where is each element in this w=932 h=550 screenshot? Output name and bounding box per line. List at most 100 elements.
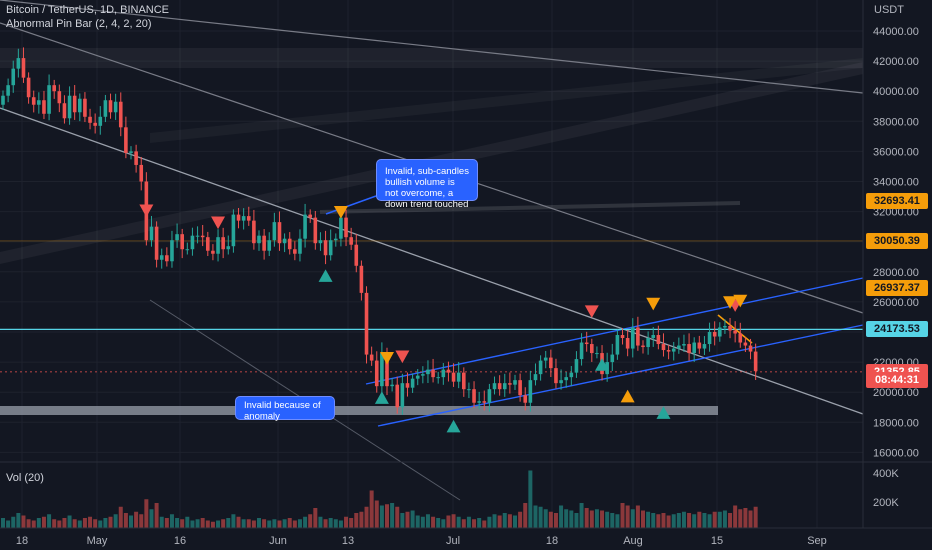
volume-bar — [615, 514, 620, 528]
volume-bar — [687, 513, 692, 528]
annotation-invalid-anomaly[interactable]: Invalid because of anomaly — [235, 396, 335, 422]
volume-bar — [82, 518, 87, 528]
candle-body — [446, 369, 451, 373]
candle-body — [236, 214, 241, 221]
volume-bar — [93, 519, 98, 528]
trendline-upper — [0, 0, 864, 94]
candle-body — [369, 354, 374, 361]
candle-body — [57, 91, 62, 104]
volume-bar — [328, 518, 333, 528]
volume-bar — [308, 514, 313, 528]
volume-bar — [154, 503, 159, 528]
candle-body — [134, 151, 138, 165]
candle-body — [78, 98, 82, 113]
candle-body — [98, 116, 103, 126]
volume-bar — [635, 505, 640, 528]
candle-body — [615, 335, 620, 355]
y-tick-label: 34000.00 — [873, 177, 919, 189]
annotation-invalid-subcandles[interactable]: Invalid, sub-candles bullish volume is n… — [376, 159, 478, 210]
candle-body — [344, 217, 348, 238]
grid — [0, 0, 863, 528]
candle-body — [195, 235, 200, 237]
volume-bar — [185, 516, 190, 528]
volume-bar — [282, 519, 287, 528]
candle-body — [287, 238, 292, 250]
volume-bar — [31, 520, 36, 528]
volume-bar — [221, 519, 226, 528]
volume-bar — [712, 511, 717, 528]
x-tick-label: May — [87, 535, 108, 547]
candle-body — [206, 237, 210, 251]
volume-bar — [559, 505, 564, 528]
volume-bar — [579, 503, 584, 528]
volume-bar — [354, 513, 359, 528]
marker-bullish — [374, 391, 389, 404]
volume-bar — [364, 506, 369, 528]
volume-bar — [722, 510, 727, 528]
volume-bar — [129, 515, 133, 528]
candle-body — [687, 344, 691, 354]
volume-bar — [600, 510, 605, 528]
candle-body — [339, 217, 343, 239]
volume-bar — [62, 518, 67, 528]
volume-bar — [436, 518, 441, 528]
volume-bar — [451, 514, 456, 528]
volume-bar — [656, 514, 661, 528]
volume-bar — [103, 518, 108, 528]
candle-body — [538, 360, 543, 375]
volume-bar — [323, 519, 328, 528]
marker-bullish — [595, 358, 610, 371]
candle-body — [211, 250, 215, 254]
volume-bar — [748, 510, 753, 528]
y-tick-label: 32000.00 — [873, 207, 919, 219]
symbol-title: Bitcoin / TetherUS, 1D, BINANCE — [6, 4, 170, 16]
price-axis-label: 26937.37 — [866, 279, 928, 296]
volume-bar — [246, 519, 251, 528]
candle-body — [390, 384, 394, 387]
candle-body — [159, 255, 164, 260]
marker-orange — [646, 297, 661, 311]
volume-bar — [492, 514, 497, 528]
candle-body — [165, 255, 169, 262]
volume-bars — [1, 470, 758, 528]
candle-body — [472, 389, 476, 403]
volume-bar — [528, 470, 533, 528]
volume-bar — [395, 506, 400, 528]
candle-body — [738, 333, 743, 343]
y-tick-label: 36000.00 — [873, 146, 919, 158]
volume-bar — [139, 514, 144, 528]
marker-orange — [723, 296, 738, 309]
channel-bottom — [377, 324, 864, 427]
candle-body — [175, 234, 179, 241]
candle-body — [11, 68, 16, 86]
volume-bar — [159, 516, 164, 528]
x-tick-label: 15 — [711, 535, 723, 547]
volume-bar — [98, 520, 103, 528]
volume-bar — [149, 509, 154, 528]
support-zone — [0, 406, 718, 415]
volume-bar — [277, 520, 282, 528]
volume-bar — [297, 519, 302, 528]
x-tick-label: 18 — [16, 535, 28, 547]
candle-body — [630, 327, 635, 349]
candle-body — [682, 344, 686, 346]
candle-body — [139, 164, 144, 182]
volume-bar — [241, 519, 246, 528]
x-tick-label: Aug — [623, 535, 643, 547]
volume-tick-label: 200K — [873, 497, 899, 509]
volume-bar — [226, 518, 231, 528]
zone-band — [320, 201, 740, 214]
candle-body — [436, 377, 440, 379]
candle-body — [502, 383, 507, 390]
candle-body — [697, 342, 702, 349]
volume-bar — [456, 516, 461, 528]
marker-bearish — [139, 204, 154, 218]
candle-body — [216, 237, 220, 254]
volume-bar — [502, 513, 507, 528]
volume-bar — [461, 519, 466, 528]
volume-bar — [169, 514, 174, 528]
volume-bar — [257, 518, 261, 528]
volume-bar — [333, 519, 338, 528]
candle-body — [595, 353, 599, 355]
